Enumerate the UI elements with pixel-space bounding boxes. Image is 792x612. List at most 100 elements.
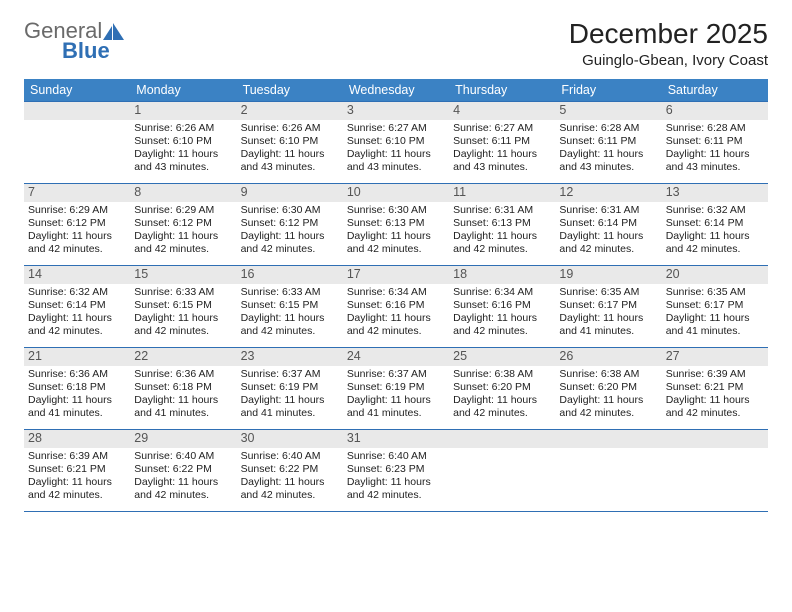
day-number: 14 <box>24 266 130 284</box>
sunrise-text: Sunrise: 6:38 AM <box>559 368 657 381</box>
sunset-text: Sunset: 6:18 PM <box>28 381 126 394</box>
day-cell: 30Sunrise: 6:40 AMSunset: 6:22 PMDayligh… <box>237 430 343 512</box>
sunset-text: Sunset: 6:15 PM <box>241 299 339 312</box>
sunrise-text: Sunrise: 6:31 AM <box>559 204 657 217</box>
daylight-text: Daylight: 11 hours and 42 minutes. <box>28 476 126 502</box>
day-cell: 3Sunrise: 6:27 AMSunset: 6:10 PMDaylight… <box>343 102 449 184</box>
week-row: 7Sunrise: 6:29 AMSunset: 6:12 PMDaylight… <box>24 184 768 266</box>
sunrise-text: Sunrise: 6:33 AM <box>241 286 339 299</box>
calendar-page: GeneralBlue December 2025 Guinglo-Gbean,… <box>0 0 792 512</box>
daylight-text: Daylight: 11 hours and 41 minutes. <box>28 394 126 420</box>
header: GeneralBlue December 2025 Guinglo-Gbean,… <box>24 18 768 69</box>
sunrise-text: Sunrise: 6:36 AM <box>28 368 126 381</box>
daylight-text: Daylight: 11 hours and 42 minutes. <box>559 230 657 256</box>
daylight-text: Daylight: 11 hours and 42 minutes. <box>28 312 126 338</box>
day-cell: 2Sunrise: 6:26 AMSunset: 6:10 PMDaylight… <box>237 102 343 184</box>
day-number: 19 <box>555 266 661 284</box>
daylight-text: Daylight: 11 hours and 41 minutes. <box>134 394 232 420</box>
daylight-text: Daylight: 11 hours and 41 minutes. <box>241 394 339 420</box>
sunset-text: Sunset: 6:14 PM <box>28 299 126 312</box>
sunset-text: Sunset: 6:21 PM <box>28 463 126 476</box>
day-number: 30 <box>237 430 343 448</box>
day-number: 6 <box>662 102 768 120</box>
sunset-text: Sunset: 6:11 PM <box>666 135 764 148</box>
day-cell: 23Sunrise: 6:37 AMSunset: 6:19 PMDayligh… <box>237 348 343 430</box>
weekday-header-row: Sunday Monday Tuesday Wednesday Thursday… <box>24 79 768 102</box>
daylight-text: Daylight: 11 hours and 42 minutes. <box>241 230 339 256</box>
day-number: 5 <box>555 102 661 120</box>
day-cell: 13Sunrise: 6:32 AMSunset: 6:14 PMDayligh… <box>662 184 768 266</box>
sunrise-text: Sunrise: 6:34 AM <box>347 286 445 299</box>
day-number <box>24 102 130 120</box>
daylight-text: Daylight: 11 hours and 43 minutes. <box>666 148 764 174</box>
sunset-text: Sunset: 6:12 PM <box>134 217 232 230</box>
sunset-text: Sunset: 6:10 PM <box>134 135 232 148</box>
sunrise-text: Sunrise: 6:27 AM <box>453 122 551 135</box>
day-number: 29 <box>130 430 236 448</box>
day-cell: 7 Sunrise: 6:29 AMSunset: 6:12 PMDaylight… <box>24 184 130 266</box>
sunrise-text: Sunrise: 6:35 AM <box>666 286 764 299</box>
day-number: 26 <box>555 348 661 366</box>
sunrise-text: Sunrise: 6:40 AM <box>347 450 445 463</box>
day-number: 25 <box>449 348 555 366</box>
logo-text-blue: Blue <box>62 38 110 64</box>
day-cell: 1Sunrise: 6:26 AMSunset: 6:10 PMDaylight… <box>130 102 236 184</box>
day-cell: 31Sunrise: 6:40 AMSunset: 6:23 PMDayligh… <box>343 430 449 512</box>
day-cell: 27Sunrise: 6:39 AMSunset: 6:21 PMDayligh… <box>662 348 768 430</box>
sunrise-text: Sunrise: 6:29 AM <box>28 204 126 217</box>
weekday-header: Wednesday <box>343 79 449 102</box>
sunrise-text: Sunrise: 6:30 AM <box>241 204 339 217</box>
day-number: 23 <box>237 348 343 366</box>
sunrise-text: Sunrise: 6:35 AM <box>559 286 657 299</box>
daylight-text: Daylight: 11 hours and 42 minutes. <box>241 476 339 502</box>
day-number: 4 <box>449 102 555 120</box>
weekday-header: Sunday <box>24 79 130 102</box>
daylight-text: Daylight: 11 hours and 42 minutes. <box>453 394 551 420</box>
week-row: 14Sunrise: 6:32 AMSunset: 6:14 PMDayligh… <box>24 266 768 348</box>
sunset-text: Sunset: 6:20 PM <box>559 381 657 394</box>
sunset-text: Sunset: 6:15 PM <box>134 299 232 312</box>
daylight-text: Daylight: 11 hours and 43 minutes. <box>347 148 445 174</box>
daylight-text: Daylight: 11 hours and 42 minutes. <box>28 230 126 256</box>
daylight-text: Daylight: 11 hours and 42 minutes. <box>347 476 445 502</box>
day-number: 12 <box>555 184 661 202</box>
weekday-header: Friday <box>555 79 661 102</box>
sunset-text: Sunset: 6:14 PM <box>559 217 657 230</box>
day-number: 8 <box>130 184 236 202</box>
day-number <box>449 430 555 448</box>
sunset-text: Sunset: 6:17 PM <box>559 299 657 312</box>
day-cell: 11 Sunrise: 6:31 AMSunset: 6:13 PMDayligh… <box>449 184 555 266</box>
day-number: 17 <box>343 266 449 284</box>
sunrise-text: Sunrise: 6:31 AM <box>453 204 551 217</box>
day-number: 7 <box>24 184 130 202</box>
sunrise-text: Sunrise: 6:40 AM <box>134 450 232 463</box>
sunset-text: Sunset: 6:11 PM <box>559 135 657 148</box>
day-cell: 20Sunrise: 6:35 AMSunset: 6:17 PMDayligh… <box>662 266 768 348</box>
daylight-text: Daylight: 11 hours and 42 minutes. <box>347 312 445 338</box>
daylight-text: Daylight: 11 hours and 42 minutes. <box>666 230 764 256</box>
day-cell: 17Sunrise: 6:34 AMSunset: 6:16 PMDayligh… <box>343 266 449 348</box>
day-number: 11 <box>449 184 555 202</box>
day-number: 21 <box>24 348 130 366</box>
day-cell: 24Sunrise: 6:37 AMSunset: 6:19 PMDayligh… <box>343 348 449 430</box>
day-number: 16 <box>237 266 343 284</box>
sunrise-text: Sunrise: 6:37 AM <box>347 368 445 381</box>
daylight-text: Daylight: 11 hours and 41 minutes. <box>347 394 445 420</box>
daylight-text: Daylight: 11 hours and 42 minutes. <box>453 230 551 256</box>
day-number <box>555 430 661 448</box>
daylight-text: Daylight: 11 hours and 43 minutes. <box>134 148 232 174</box>
day-cell <box>449 430 555 512</box>
sunset-text: Sunset: 6:12 PM <box>28 217 126 230</box>
daylight-text: Daylight: 11 hours and 42 minutes. <box>134 312 232 338</box>
daylight-text: Daylight: 11 hours and 42 minutes. <box>134 476 232 502</box>
day-number: 1 <box>130 102 236 120</box>
daylight-text: Daylight: 11 hours and 42 minutes. <box>453 312 551 338</box>
sunset-text: Sunset: 6:13 PM <box>453 217 551 230</box>
daylight-text: Daylight: 11 hours and 42 minutes. <box>347 230 445 256</box>
sunset-text: Sunset: 6:22 PM <box>134 463 232 476</box>
day-cell: 28Sunrise: 6:39 AMSunset: 6:21 PMDayligh… <box>24 430 130 512</box>
sunset-text: Sunset: 6:19 PM <box>241 381 339 394</box>
day-cell: 4Sunrise: 6:27 AMSunset: 6:11 PMDaylight… <box>449 102 555 184</box>
daylight-text: Daylight: 11 hours and 42 minutes. <box>134 230 232 256</box>
daylight-text: Daylight: 11 hours and 43 minutes. <box>453 148 551 174</box>
